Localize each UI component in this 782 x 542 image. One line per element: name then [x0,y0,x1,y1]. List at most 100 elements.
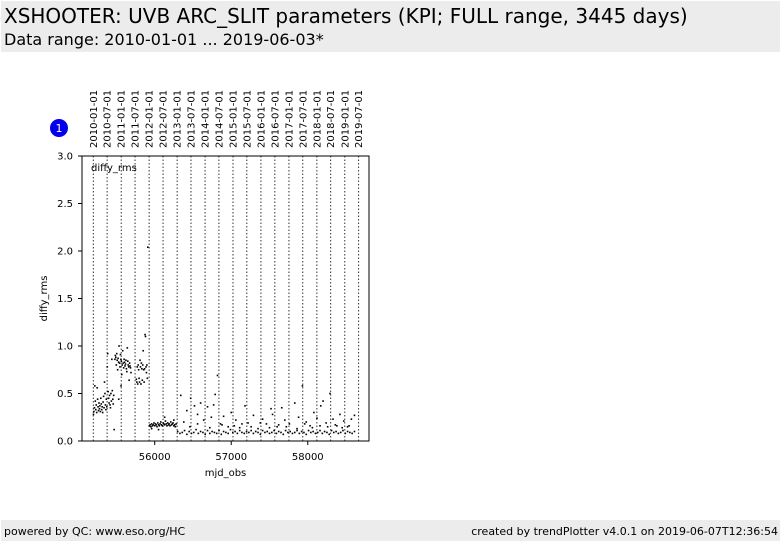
data-point [138,381,141,383]
data-point [212,404,215,406]
data-point [123,358,125,361]
data-point [216,374,219,377]
data-point [116,368,119,371]
data-point [190,432,193,435]
data-point [166,422,169,424]
data-point [282,433,285,436]
data-point [305,421,308,423]
data-point [284,419,286,421]
data-point [96,398,99,400]
data-point [335,430,337,433]
data-point [231,431,234,434]
data-point [99,410,102,413]
data-point [128,362,131,364]
data-point [236,432,239,435]
data-point [175,423,177,425]
date-marker-label: 2012-07-01 [159,90,170,148]
data-point [247,422,249,424]
data-point [309,425,311,427]
data-point [160,421,162,423]
data-point [98,402,100,404]
data-point [123,361,126,363]
data-point [164,420,167,422]
data-point [245,430,248,433]
x-tick-label: 57000 [215,452,247,463]
data-point [326,431,328,434]
data-point [252,414,255,417]
data-point [93,406,96,409]
date-marker-labels: 2010-01-01 2010-07-01 2011-01-01 2011-07-01… [89,90,365,148]
data-point [157,424,160,426]
date-marker-label: 2011-07-01 [131,90,142,148]
data-point [312,430,314,433]
data-point [156,422,159,424]
data-point [126,360,129,362]
series-label: diffy_rms [91,163,137,174]
data-point [120,373,123,376]
data-point [326,425,329,428]
data-point [136,366,139,368]
data-point [107,397,110,400]
data-point [159,423,161,425]
date-marker-label: 2010-07-01 [103,90,114,148]
data-point [158,425,161,427]
data-point [139,359,141,362]
data-point [264,431,266,434]
data-point [108,402,110,404]
data-point [120,360,123,362]
page-title: XSHOOTER: UVB ARC_SLIT parameters (KPI; … [4,4,688,28]
data-point [235,419,237,421]
data-point [301,385,304,387]
data-point [141,364,144,366]
data-point [129,367,132,369]
data-point [222,430,225,433]
data-point [287,431,289,434]
data-point [136,383,139,385]
data-point [126,347,129,349]
data-point [111,398,114,400]
data-point [204,433,207,436]
data-point [310,431,312,434]
data-point [120,358,122,361]
data-point [280,431,282,434]
data-point [288,423,291,425]
data-point [145,366,147,368]
data-point [109,406,112,409]
data-point [351,432,353,435]
data-point [257,431,259,434]
data-point [140,362,143,364]
data-point [181,431,184,434]
y-tick-label: 2.0 [57,247,73,258]
data-point [115,356,117,359]
data-point [250,429,252,432]
data-point [259,433,262,436]
data-point [128,379,130,381]
data-point [150,425,152,428]
date-marker-label: 2018-01-01 [312,90,323,148]
data-points [92,246,356,436]
data-point [112,403,115,405]
data-point [219,423,222,425]
data-point [353,414,356,417]
data-point [230,411,233,414]
data-point [305,433,308,436]
data-point [344,432,347,435]
data-point [234,430,236,433]
data-point [273,429,275,432]
data-point [339,431,342,434]
data-point [214,393,216,396]
data-point [112,394,115,397]
data-point [100,397,102,400]
date-marker-label: 2013-01-01 [173,90,184,148]
x-tick-label: 56000 [139,452,171,463]
date-marker-label: 2017-07-01 [298,90,309,148]
badge[interactable]: 1 [50,119,68,137]
badge-label: 1 [56,122,63,135]
data-point [284,429,287,432]
data-point [353,430,356,433]
data-point [261,418,264,420]
data-point [152,424,154,426]
data-point [196,423,199,425]
data-point [113,428,115,431]
data-point [346,430,349,433]
